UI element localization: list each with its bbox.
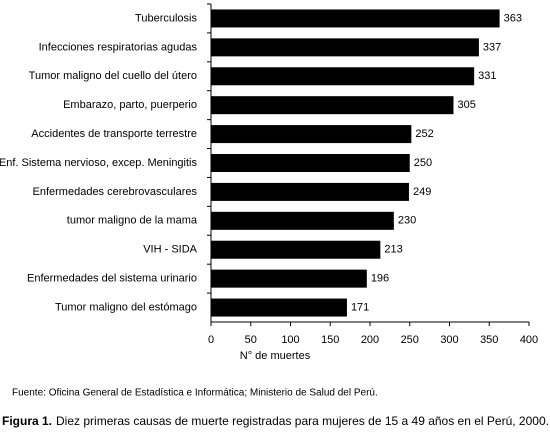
x-tick-label: 0 [208,334,214,346]
bar [211,125,412,144]
x-tick-label: 350 [480,334,498,346]
value-label: 213 [384,244,402,256]
bar [211,269,367,288]
value-label: 171 [351,301,369,313]
value-label: 249 [413,186,431,198]
y-tick-label: Enfermedades del sistema urinario [27,273,197,285]
value-label: 305 [457,99,475,111]
value-label: 230 [398,215,416,227]
value-label: 196 [371,273,389,285]
value-label: 252 [415,128,433,140]
y-tick-label: Tumor maligno del estómago [55,301,197,313]
value-label: 331 [478,70,496,82]
y-tick-label: Tumor maligno del cuello del útero [29,70,197,82]
bar [211,182,409,201]
y-tick-label: Accidentes de transporte terrestre [31,128,197,140]
bar [211,96,454,115]
y-tick-label: Enf. Sistema nervioso, excep. Meningitis [0,157,197,169]
y-tick-label: Tuberculosis [135,12,197,24]
x-tick-label: 200 [361,334,379,346]
y-tick-label: Embarazo, parto, puerperio [63,99,197,111]
x-tick-label: 250 [401,334,419,346]
y-tick-label: Enfermedades cerebrovasculares [33,186,198,198]
y-tick-label: VIH - SIDA [143,244,197,256]
bar [211,38,479,57]
x-axis-label: N° de muertes [240,350,311,362]
caption-text: Diez primeras causas de muerte registrad… [56,414,549,428]
x-tick-label: 300 [440,334,458,346]
caption-label: Figura 1. [2,414,52,428]
x-tick-label: 150 [321,334,339,346]
bar [211,67,475,86]
source: Fuente: Oficina General de Estadística e… [12,388,378,399]
bar [211,154,410,172]
x-tick-label: 50 [245,334,257,346]
bar [211,240,381,259]
bar [211,211,394,230]
bar [211,298,347,317]
y-tick-label: Infecciones respiratorias agudas [39,41,198,53]
value-label: 363 [504,12,522,24]
bar [211,9,500,28]
value-label: 337 [483,41,501,53]
x-tick-label: 400 [520,334,538,346]
caption: Figura 1. Diez primeras causas de muerte … [2,414,549,428]
x-tick-label: 100 [281,334,299,346]
y-tick-label: tumor maligno de la mama [67,215,198,227]
value-label: 250 [414,157,432,169]
